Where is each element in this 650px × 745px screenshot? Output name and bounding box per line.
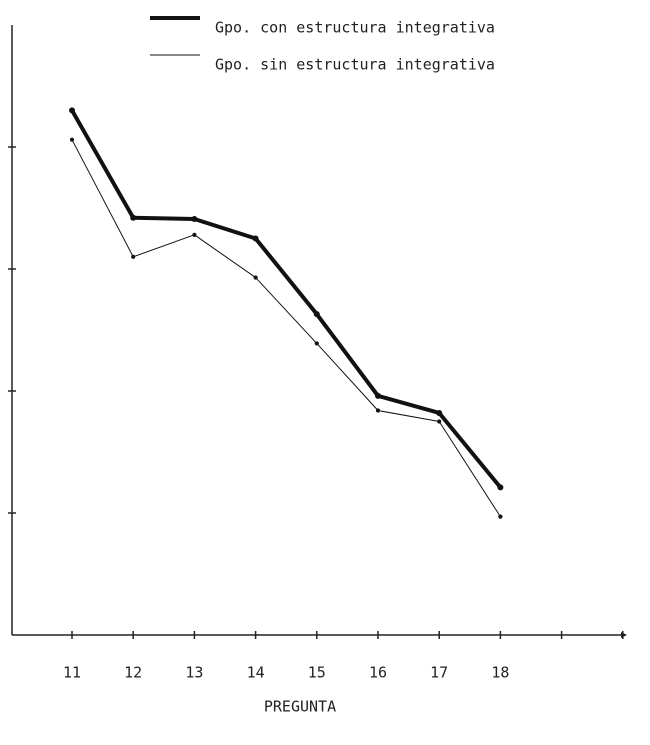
x-tick-label: 16 bbox=[369, 664, 387, 682]
series-line bbox=[70, 109, 502, 489]
data-point bbox=[497, 484, 504, 491]
data-point bbox=[191, 215, 198, 222]
x-tick-label: 13 bbox=[185, 664, 203, 682]
x-tick-label: 14 bbox=[247, 664, 265, 682]
data-point bbox=[314, 341, 319, 346]
x-tick-label: 18 bbox=[491, 664, 509, 682]
data-point bbox=[69, 137, 75, 142]
x-tick-label: 17 bbox=[430, 664, 448, 682]
data-point bbox=[498, 514, 503, 519]
legend-label: Gpo. sin estructura integrativa bbox=[215, 56, 495, 74]
data-point bbox=[253, 275, 258, 280]
data-point bbox=[130, 214, 137, 221]
x-axis-label: PREGUNTA bbox=[264, 698, 336, 716]
data-point bbox=[375, 408, 381, 413]
data-point bbox=[313, 311, 320, 318]
data-point bbox=[436, 409, 443, 416]
legend-label: Gpo. con estructura integrativa bbox=[215, 19, 495, 37]
x-tick-label: 15 bbox=[308, 664, 326, 682]
data-point bbox=[252, 235, 259, 242]
data-point bbox=[437, 419, 442, 424]
data-point bbox=[375, 392, 381, 399]
data-point bbox=[192, 232, 197, 237]
x-axis-arrow bbox=[621, 632, 627, 638]
data-point bbox=[69, 107, 75, 114]
x-tick-label: 11 bbox=[63, 664, 81, 682]
x-tick-label: 12 bbox=[124, 664, 142, 682]
series-line bbox=[71, 139, 501, 517]
data-point bbox=[131, 254, 136, 259]
